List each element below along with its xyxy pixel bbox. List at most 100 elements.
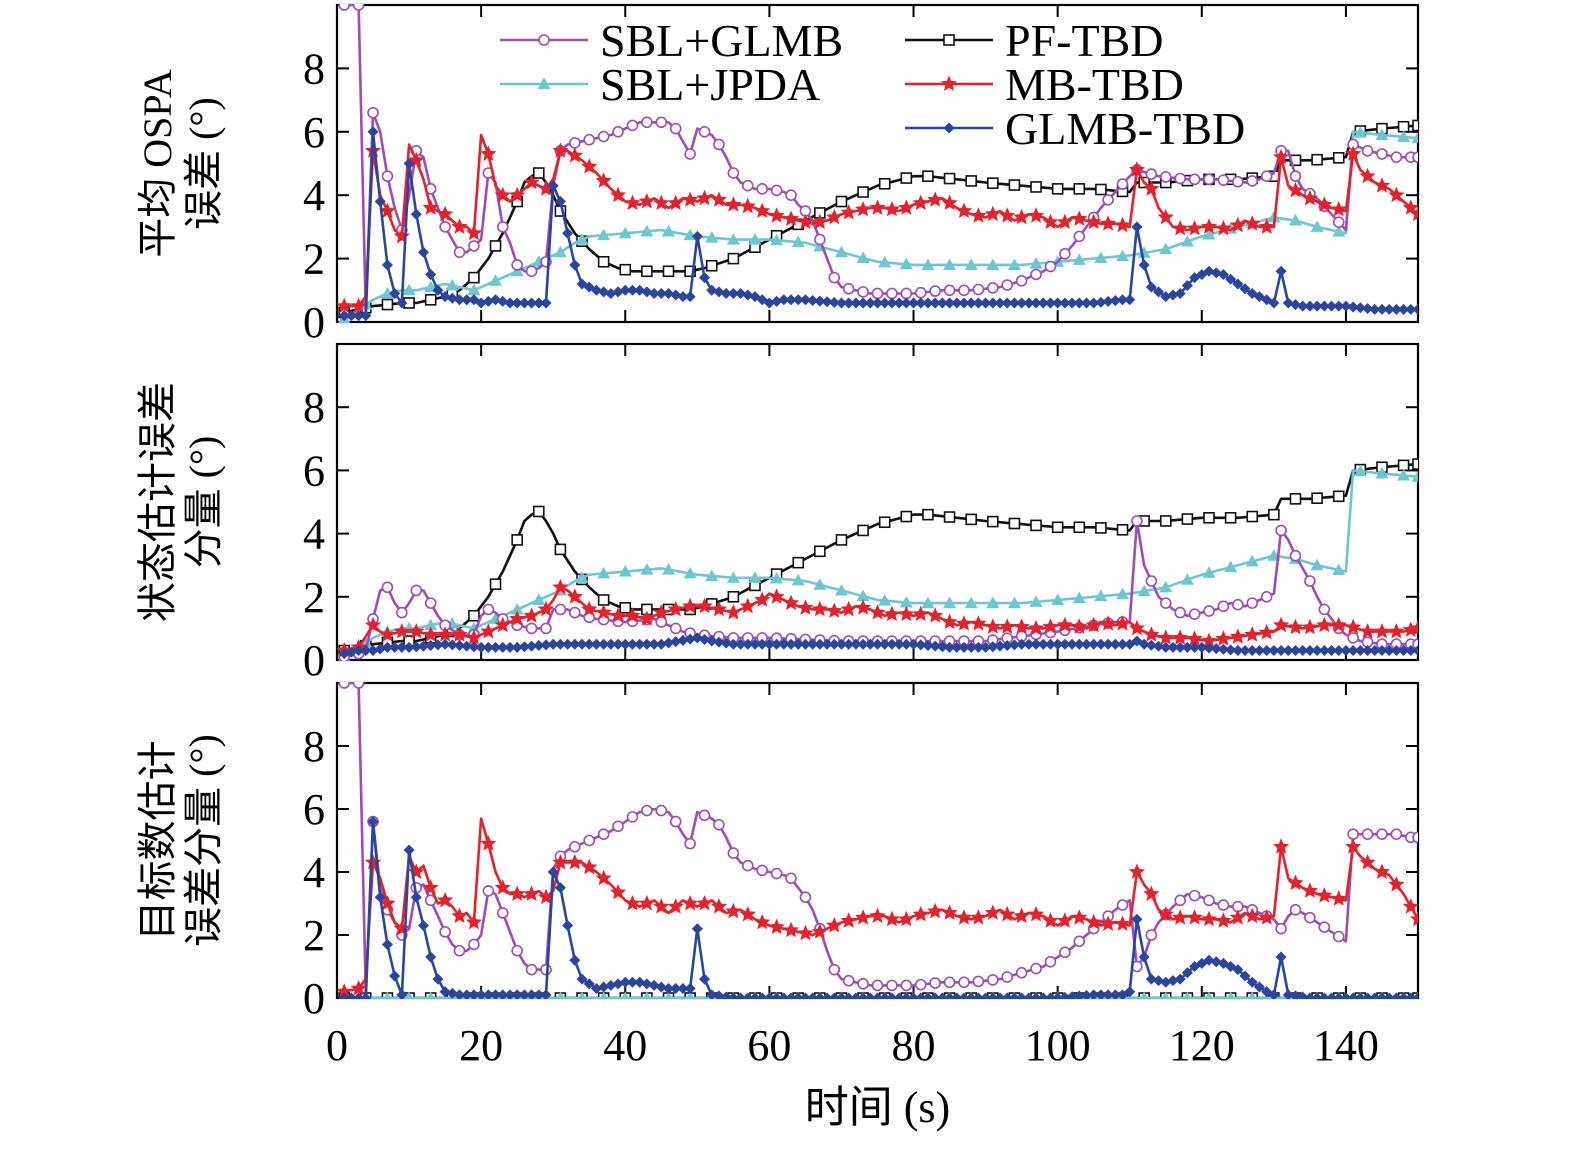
data-point — [469, 939, 479, 949]
data-point — [1247, 598, 1257, 608]
data-point — [1290, 494, 1300, 504]
data-point — [945, 977, 955, 987]
legend-marker — [539, 35, 549, 45]
plot-area — [336, 678, 1426, 1004]
data-point — [1103, 195, 1113, 205]
x-axis: 0 20 40 60 80 100 120 140 时间 (s) — [326, 1021, 1379, 1132]
data-point — [884, 201, 900, 216]
data-point — [1118, 525, 1128, 535]
data-point — [1118, 179, 1128, 189]
data-point — [700, 127, 710, 137]
data-point — [793, 558, 803, 568]
data-point — [524, 607, 540, 622]
data-point — [1187, 220, 1203, 235]
y-axis-label: 目标数估计误差分量 (°) — [135, 734, 226, 947]
data-point — [1360, 623, 1376, 638]
data-point — [1161, 516, 1171, 526]
data-point — [1175, 174, 1185, 184]
x-tick-label: 0 — [326, 1021, 348, 1070]
data-point — [1259, 624, 1275, 639]
data-point — [1009, 180, 1019, 190]
data-point — [1331, 890, 1347, 905]
data-point — [1218, 601, 1228, 611]
data-point — [714, 820, 724, 830]
data-point — [1204, 895, 1214, 905]
data-point — [540, 297, 551, 308]
data-point — [1302, 619, 1318, 634]
data-point — [855, 201, 871, 216]
data-point — [923, 171, 933, 181]
data-point — [685, 149, 695, 159]
y-axis-label-line-1: 平均 OSPA — [135, 69, 180, 258]
data-point — [1031, 182, 1041, 192]
data-point — [1334, 491, 1344, 501]
data-point — [354, 0, 364, 10]
data-point — [728, 848, 738, 858]
data-point — [509, 886, 525, 901]
data-point — [844, 284, 854, 294]
data-point — [613, 127, 623, 137]
series-line-pf-tbd — [344, 126, 1418, 313]
y-tick-label: 6 — [303, 785, 325, 834]
data-point — [624, 895, 640, 910]
data-point — [1276, 525, 1286, 535]
data-point — [772, 185, 782, 195]
data-point — [483, 604, 493, 614]
data-point — [769, 588, 785, 603]
y-axis-label-line-2: 误差分量 (°) — [181, 734, 226, 947]
data-point — [599, 132, 609, 142]
data-point — [970, 207, 986, 222]
data-point — [772, 869, 782, 879]
data-point — [411, 892, 422, 903]
data-point — [1334, 153, 1344, 163]
data-point — [524, 886, 540, 901]
data-point — [898, 199, 914, 214]
data-point — [562, 920, 573, 931]
data-point — [956, 909, 972, 924]
data-point — [620, 265, 630, 275]
data-point — [898, 911, 914, 926]
data-point — [570, 138, 580, 148]
data-point — [829, 965, 839, 975]
data-point — [440, 222, 450, 232]
data-point — [1233, 177, 1243, 187]
data-point — [423, 879, 439, 894]
data-point — [769, 919, 785, 934]
data-point — [1053, 522, 1063, 532]
data-point — [927, 192, 943, 207]
panel-3: 02468目标数估计误差分量 (°) — [135, 678, 1426, 1023]
data-point — [1374, 864, 1390, 879]
data-point — [769, 207, 785, 222]
data-point — [728, 592, 738, 602]
data-point — [1060, 947, 1070, 957]
series-line-sbl-glmb — [344, 683, 1418, 995]
data-point — [970, 909, 986, 924]
data-point — [1114, 916, 1130, 931]
data-point — [692, 231, 703, 242]
data-point — [685, 839, 695, 849]
data-point — [783, 595, 799, 610]
data-point — [757, 865, 767, 875]
legend-label: SBL+JPDA — [600, 59, 820, 110]
data-point — [682, 192, 698, 207]
data-point — [541, 623, 551, 633]
data-point — [985, 905, 1001, 920]
data-point — [901, 512, 911, 522]
data-point — [1190, 891, 1200, 901]
series-sbl-glmb — [339, 516, 1423, 662]
data-point — [639, 193, 655, 208]
data-point — [1028, 207, 1044, 222]
data-point — [627, 120, 637, 130]
data-point — [1218, 900, 1228, 910]
data-point — [913, 906, 929, 921]
data-point — [884, 911, 900, 926]
data-point — [927, 903, 943, 918]
data-point — [656, 117, 666, 127]
data-point — [1118, 900, 1128, 910]
y-tick-label: 8 — [303, 722, 325, 771]
data-point — [1319, 604, 1329, 614]
data-point — [584, 836, 594, 846]
plot-area — [336, 0, 1426, 324]
data-point — [527, 623, 537, 633]
data-point — [836, 197, 846, 207]
